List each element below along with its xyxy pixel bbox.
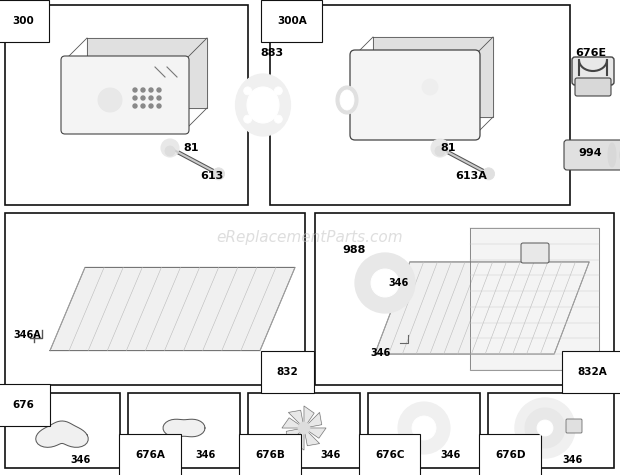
Circle shape	[274, 87, 282, 95]
Polygon shape	[87, 38, 207, 108]
Text: 832A: 832A	[577, 367, 607, 377]
Circle shape	[422, 79, 438, 95]
Polygon shape	[304, 412, 322, 428]
Ellipse shape	[608, 143, 616, 167]
Circle shape	[141, 104, 145, 108]
Polygon shape	[375, 262, 589, 354]
FancyBboxPatch shape	[564, 140, 620, 170]
Bar	[315, 213, 614, 385]
FancyBboxPatch shape	[566, 419, 582, 433]
Circle shape	[355, 253, 415, 313]
Circle shape	[482, 168, 495, 180]
Circle shape	[133, 96, 137, 100]
Bar	[5, 5, 248, 205]
Bar	[248, 393, 360, 468]
FancyBboxPatch shape	[350, 50, 480, 140]
Circle shape	[165, 146, 175, 156]
Text: 613A: 613A	[455, 171, 487, 181]
Circle shape	[412, 416, 436, 440]
Text: 988: 988	[342, 245, 365, 255]
Circle shape	[431, 139, 449, 157]
Ellipse shape	[336, 86, 358, 114]
Circle shape	[274, 115, 282, 123]
Text: 676C: 676C	[375, 450, 404, 460]
Bar	[488, 393, 614, 468]
Ellipse shape	[236, 74, 291, 136]
Circle shape	[157, 88, 161, 92]
Ellipse shape	[247, 87, 279, 123]
Circle shape	[141, 88, 145, 92]
Circle shape	[98, 88, 122, 112]
Circle shape	[149, 104, 153, 108]
Polygon shape	[470, 228, 599, 370]
FancyBboxPatch shape	[572, 57, 614, 85]
Text: 346: 346	[388, 278, 408, 288]
FancyBboxPatch shape	[521, 243, 549, 263]
Text: 994: 994	[578, 148, 601, 158]
Polygon shape	[36, 421, 88, 447]
Ellipse shape	[340, 90, 354, 110]
Circle shape	[149, 88, 153, 92]
Circle shape	[157, 96, 161, 100]
Text: 676A: 676A	[135, 450, 165, 460]
Circle shape	[149, 96, 153, 100]
Text: 346: 346	[320, 450, 340, 460]
Text: 883: 883	[260, 48, 283, 58]
Circle shape	[213, 168, 224, 180]
Text: 676E: 676E	[575, 48, 606, 58]
Circle shape	[525, 408, 565, 448]
Polygon shape	[163, 419, 205, 437]
Text: 346: 346	[70, 455, 91, 465]
Polygon shape	[50, 267, 295, 351]
Text: 676B: 676B	[255, 450, 285, 460]
Text: eReplacementParts.com: eReplacementParts.com	[216, 230, 404, 245]
Bar	[368, 393, 480, 468]
Circle shape	[435, 146, 445, 156]
Circle shape	[141, 96, 145, 100]
Bar	[5, 213, 305, 385]
Polygon shape	[304, 428, 326, 438]
Text: 832: 832	[277, 367, 298, 377]
Text: 676D: 676D	[495, 450, 526, 460]
Bar	[5, 393, 120, 468]
Text: 81: 81	[440, 143, 456, 153]
Polygon shape	[282, 418, 304, 428]
Bar	[128, 393, 240, 468]
Text: 300A: 300A	[277, 16, 307, 26]
Polygon shape	[304, 406, 314, 428]
Circle shape	[244, 87, 252, 95]
Polygon shape	[286, 428, 304, 444]
Circle shape	[133, 88, 137, 92]
Polygon shape	[294, 428, 304, 450]
Circle shape	[161, 139, 179, 157]
Bar	[270, 5, 570, 205]
Text: 346: 346	[370, 348, 390, 358]
Circle shape	[537, 420, 553, 436]
Circle shape	[244, 115, 252, 123]
Polygon shape	[304, 428, 319, 446]
Text: 300: 300	[12, 16, 33, 26]
Text: 346: 346	[440, 450, 460, 460]
Text: 81: 81	[183, 143, 198, 153]
Text: 346: 346	[562, 455, 582, 465]
Circle shape	[133, 104, 137, 108]
Text: 676: 676	[12, 400, 34, 410]
Circle shape	[398, 402, 450, 454]
Polygon shape	[288, 410, 304, 428]
Circle shape	[298, 422, 310, 434]
FancyBboxPatch shape	[575, 78, 611, 96]
Text: 346A: 346A	[13, 330, 41, 340]
Circle shape	[371, 269, 399, 297]
Text: 613: 613	[200, 171, 223, 181]
Circle shape	[157, 104, 161, 108]
FancyBboxPatch shape	[61, 56, 189, 134]
Text: 346: 346	[195, 450, 215, 460]
Circle shape	[515, 398, 575, 458]
Polygon shape	[373, 37, 493, 117]
